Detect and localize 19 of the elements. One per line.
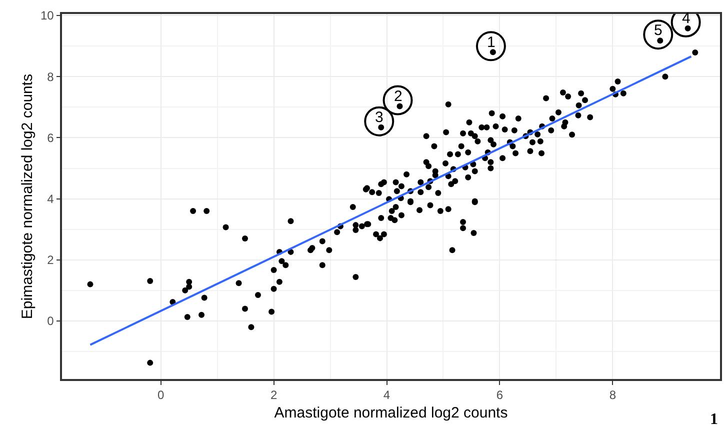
y-tick-label: 6 <box>47 130 54 145</box>
annotation: 1 <box>487 34 496 51</box>
annotation: 4 <box>682 10 690 27</box>
annotation: 3 <box>375 109 384 126</box>
y-tick-label: 4 <box>47 192 54 206</box>
annotation: 5 <box>654 22 662 39</box>
x-axis-title: Amastigote normalized log2 counts <box>274 404 508 422</box>
y-tick-label: 8 <box>47 70 54 84</box>
x-tick-label: 8 <box>609 388 616 402</box>
x-tick-label: 0 <box>157 388 164 402</box>
y-tick-label: 10 <box>40 8 54 23</box>
x-tick-label: 6 <box>496 388 504 402</box>
y-tick-label: 2 <box>47 253 54 268</box>
annotation: 2 <box>394 88 402 105</box>
text: 1 <box>710 411 718 428</box>
x-tick-label: 4 <box>383 388 390 402</box>
y-axis-title: Epimastigote normalized log2 counts <box>19 74 36 320</box>
x-tick-label: 2 <box>270 388 278 402</box>
y-tick-label: 0 <box>47 314 54 328</box>
